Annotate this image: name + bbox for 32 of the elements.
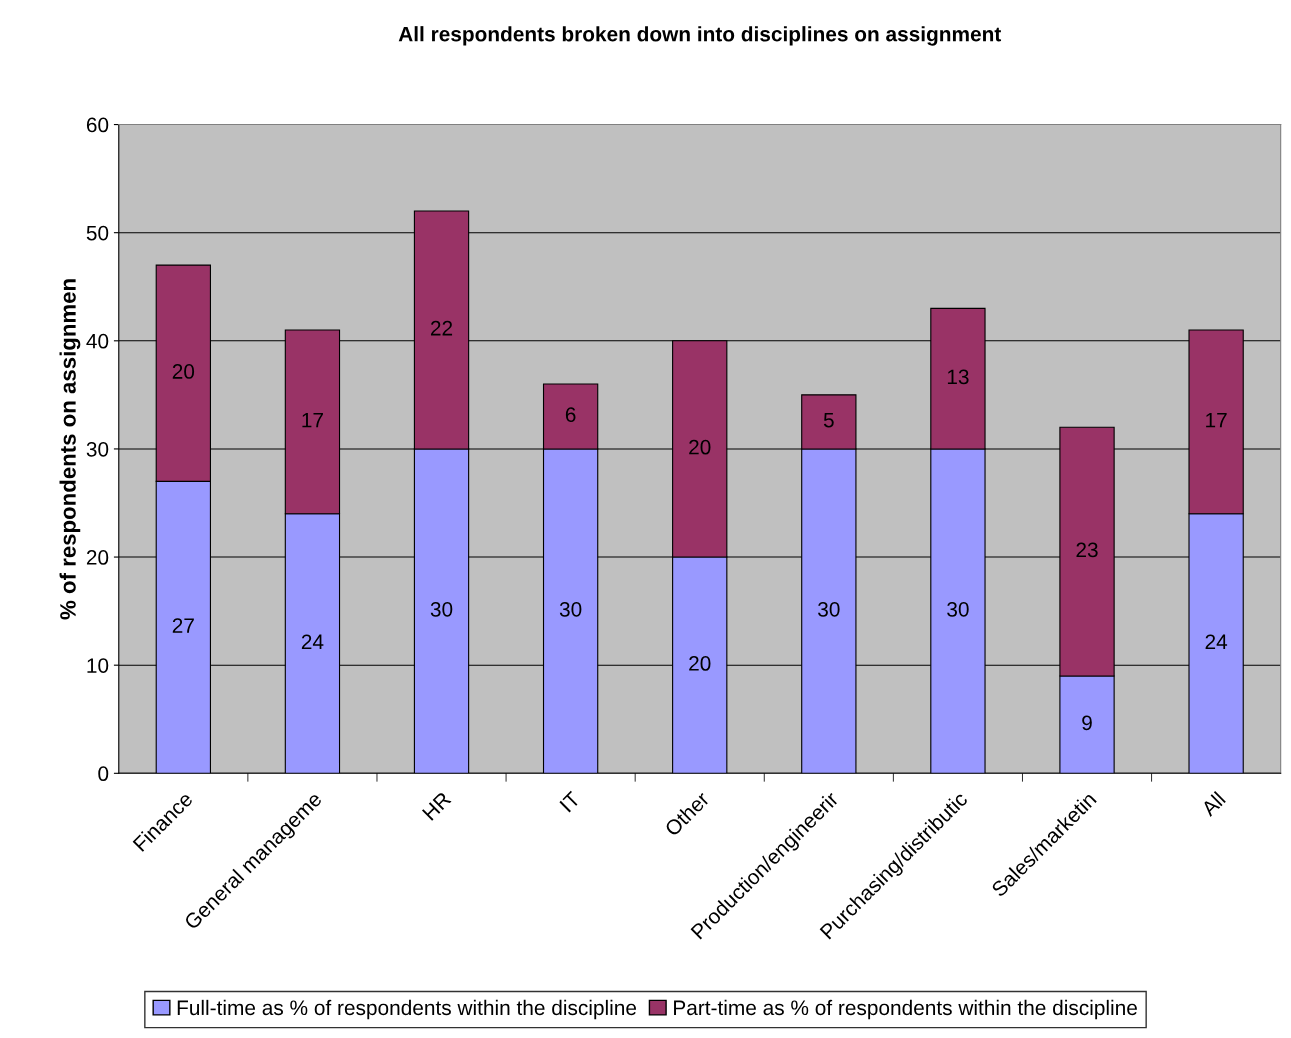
data-label: 24: [1205, 634, 1228, 649]
legend-label: Full-time as % of respondents within the discipline: [177, 999, 637, 1020]
y-tick-label: 0: [98, 766, 109, 782]
y-axis-title: % of respondents on assignmen: [59, 279, 81, 620]
data-label: 30: [818, 601, 840, 617]
data-label: 27: [172, 618, 194, 633]
data-label: 9: [1082, 715, 1092, 731]
data-label: 23: [1076, 542, 1098, 558]
data-label: 6: [565, 407, 576, 423]
y-tick-label: 60: [86, 117, 109, 133]
data-label: 30: [559, 601, 582, 617]
y-tick-label: 20: [86, 550, 109, 565]
legend-label: Part-time as % of respondents within the discipline: [674, 999, 1137, 1020]
data-label: 20: [689, 656, 711, 671]
chart-title: All respondents broken down into disciplines on assignment: [398, 26, 1002, 46]
data-label: 5: [823, 412, 834, 428]
data-label: 20: [689, 439, 711, 455]
y-tick-label: 40: [86, 333, 109, 349]
data-label: 17: [302, 412, 323, 428]
x-tick-label: HR: [421, 791, 452, 821]
data-label: 20: [172, 364, 195, 379]
x-tick-label: All: [1199, 790, 1226, 817]
data-label: 17: [1206, 412, 1227, 428]
data-label: 30: [947, 601, 969, 617]
x-tick-label: IT: [559, 790, 581, 813]
y-tick-label: 30: [86, 441, 109, 457]
y-tick-label: 50: [86, 225, 109, 241]
data-label: 13: [947, 369, 969, 385]
data-label: 24: [301, 634, 324, 649]
y-tick-label: 10: [87, 658, 109, 673]
data-label: 22: [430, 320, 453, 336]
data-label: 30: [430, 601, 453, 617]
